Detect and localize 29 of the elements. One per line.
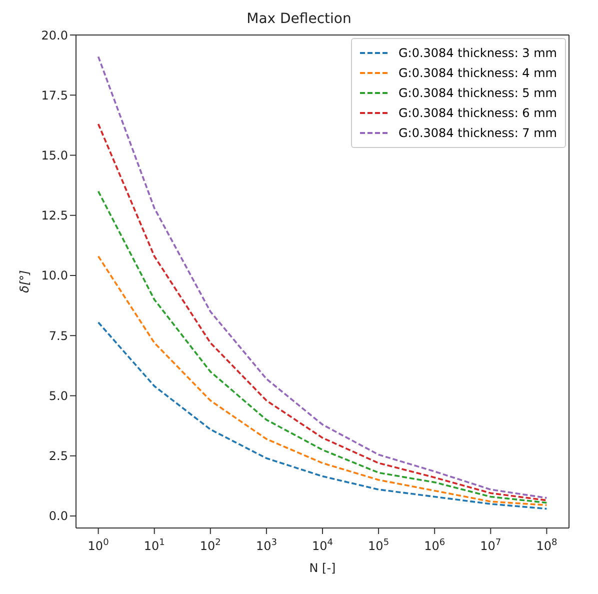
y-tick-label: 10.0 (41, 268, 68, 283)
x-tick-label: 10$^{4}$ (312, 538, 334, 553)
y-tick-label: 2.5 (48, 449, 68, 464)
y-tick-label: 0.0 (48, 509, 68, 524)
line-series (97, 321, 548, 510)
legend-label: G:0.3084 thickness: 4 mm (398, 66, 557, 80)
line-series (97, 190, 548, 504)
line-series (97, 255, 548, 506)
x-tick-label: 10$^{0}$ (88, 538, 110, 553)
legend-label: G:0.3084 thickness: 6 mm (398, 106, 557, 120)
y-tick-label: 17.5 (41, 88, 68, 102)
x-tick-label: 10$^{2}$ (200, 538, 221, 553)
legend-label: G:0.3084 thickness: 3 mm (398, 46, 557, 60)
x-tick-label: 10$^{1}$ (144, 538, 165, 553)
y-tick-label: 7.5 (48, 328, 68, 343)
chart-title: Max Deflection (246, 10, 352, 29)
y-tick-label: 20.0 (41, 28, 68, 42)
y-tick-label: 5.0 (48, 388, 68, 403)
legend-label: G:0.3084 thickness: 5 mm (398, 86, 557, 100)
y-axis-title: δ[°] (17, 270, 32, 293)
x-tick-label: 10$^{8}$ (536, 538, 558, 553)
x-tick-label: 10$^{7}$ (480, 538, 502, 553)
x-tick-label: 10$^{3}$ (256, 538, 277, 553)
x-tick-label: 10$^{6}$ (424, 538, 446, 553)
legend-label: G:0.3084 thickness: 7 mm (398, 126, 557, 140)
x-tick-label: 10$^{5}$ (368, 538, 390, 553)
y-tick-label: 15.0 (41, 148, 68, 163)
x-axis-title: N [-] (309, 561, 336, 575)
y-tick-label: 12.5 (41, 208, 68, 223)
